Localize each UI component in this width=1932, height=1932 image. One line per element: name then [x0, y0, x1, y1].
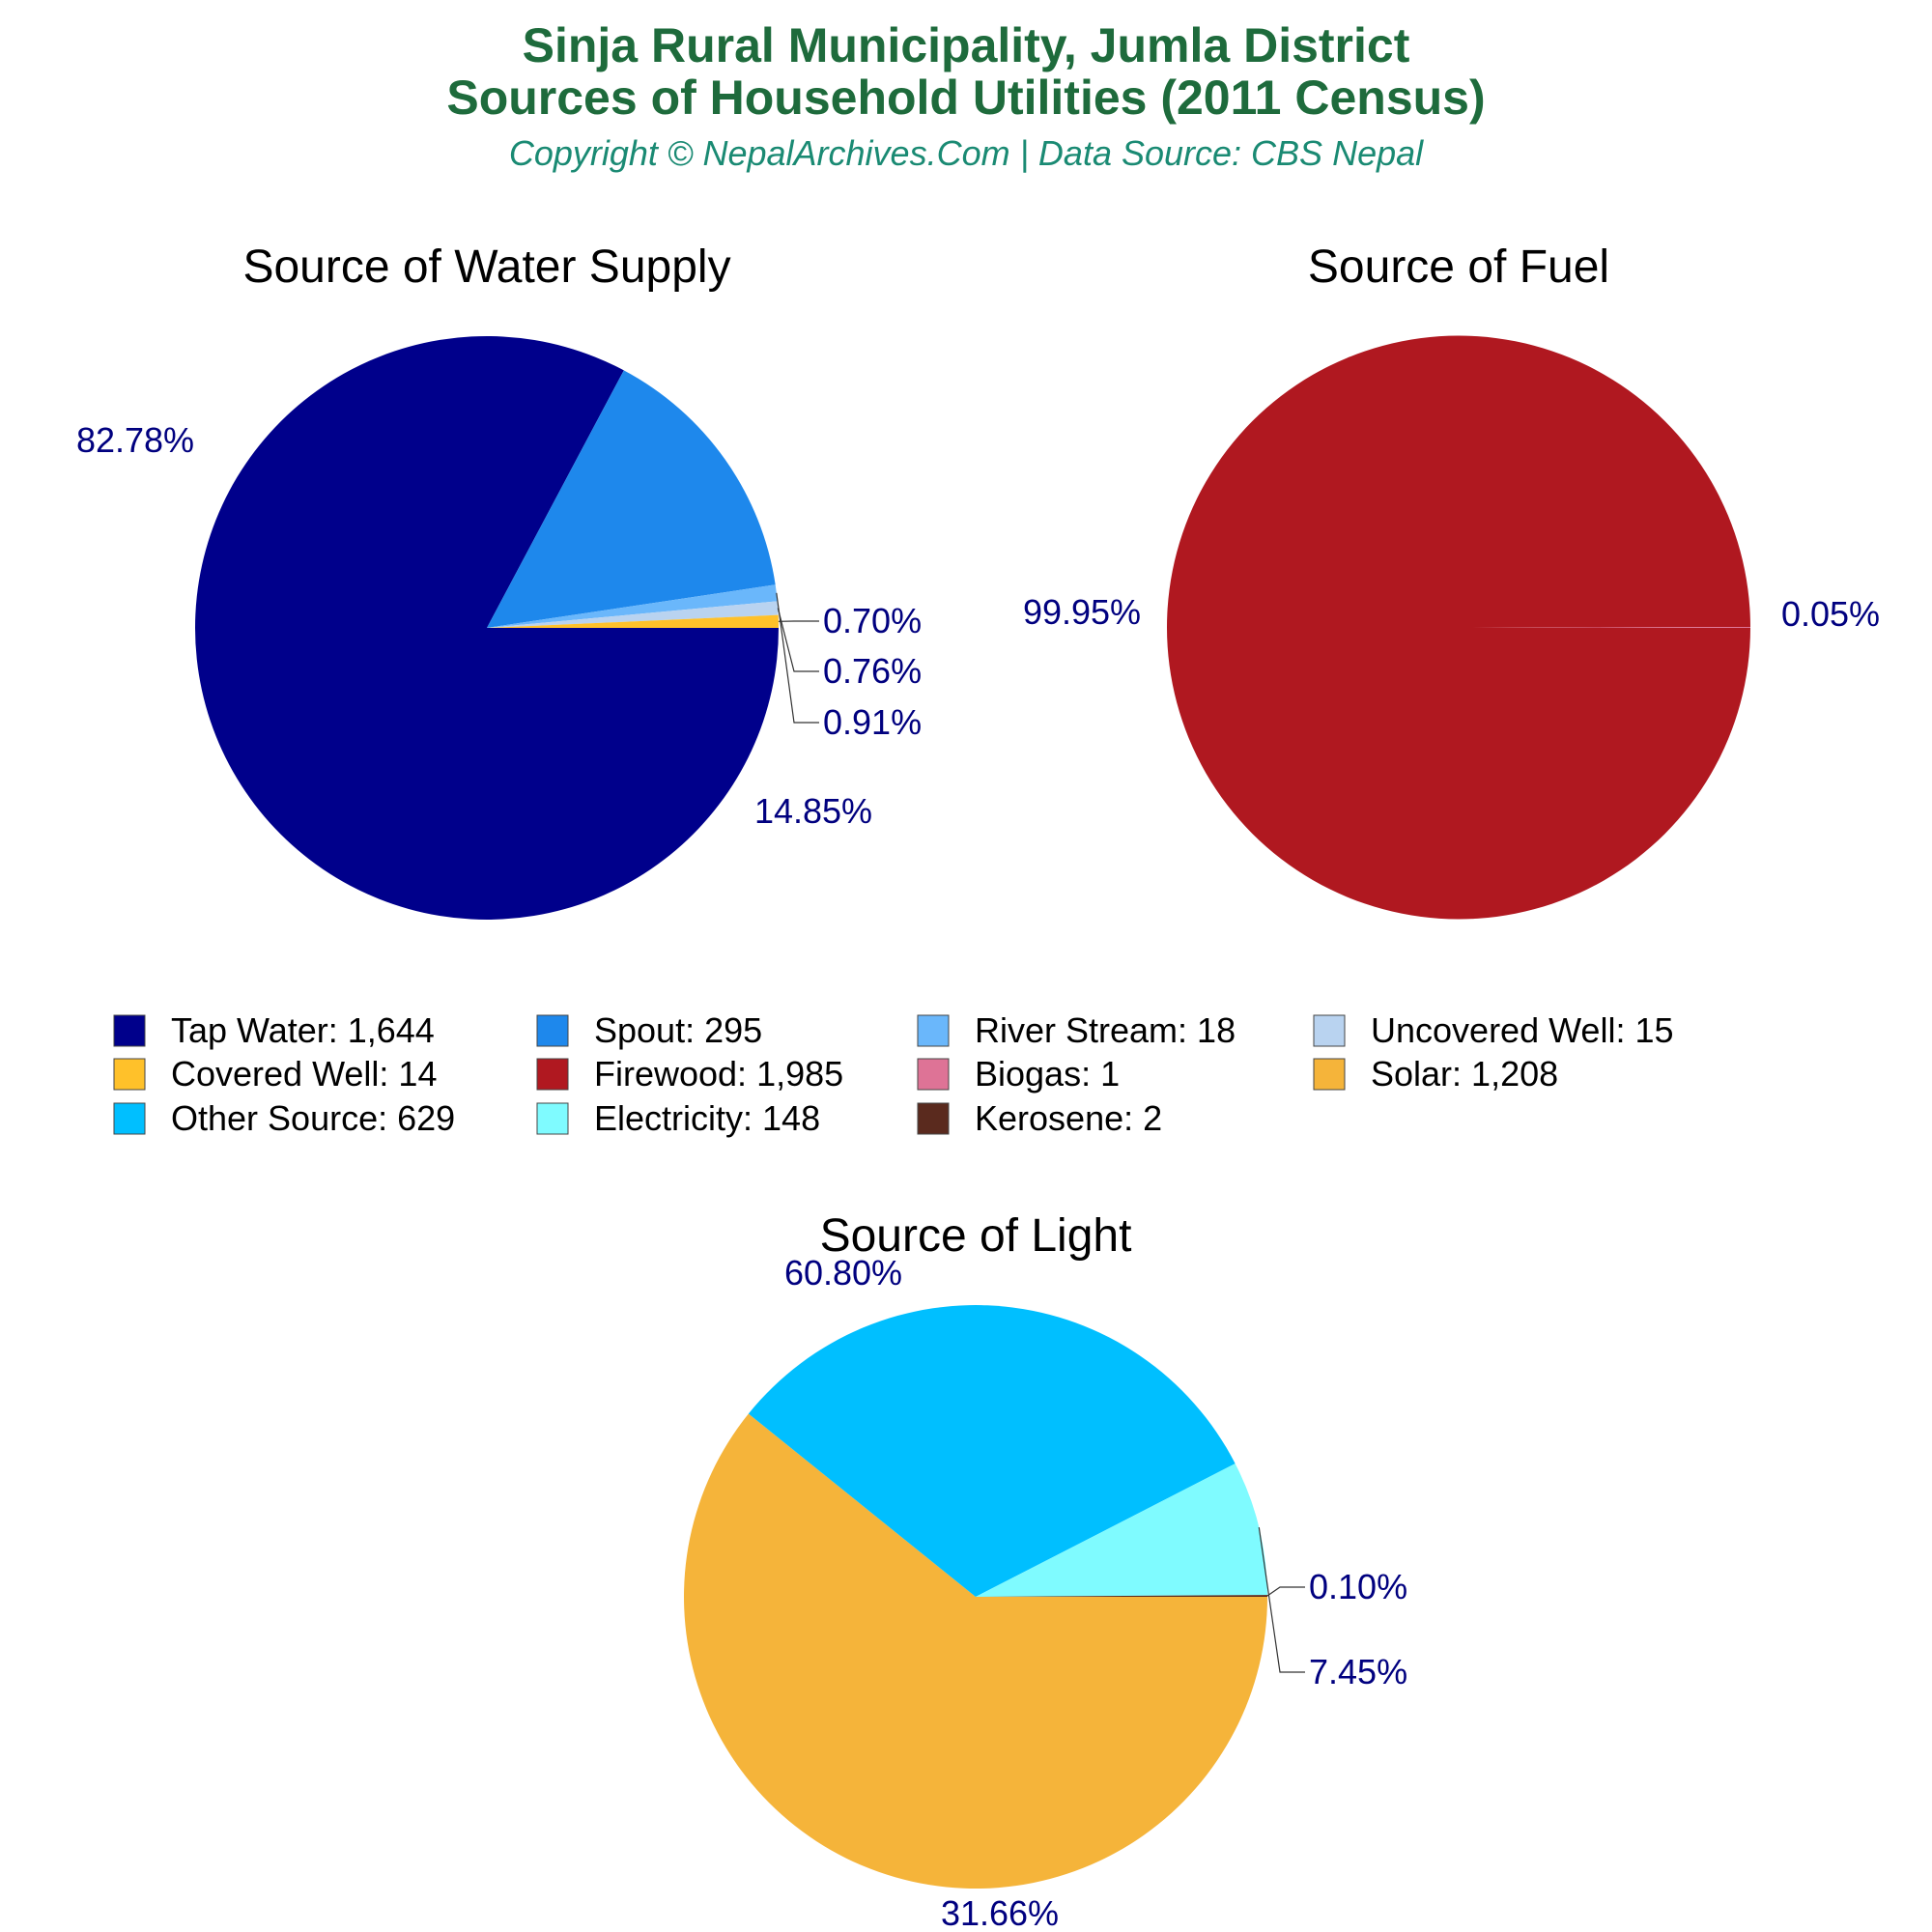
leader-line-electricity — [1258, 1527, 1305, 1673]
pct-label-spout: 14.85% — [754, 791, 872, 831]
pie-slice-spout — [487, 370, 776, 628]
legend-swatch-kerosene — [917, 1102, 950, 1135]
pie-slice-firewood — [1167, 335, 1750, 920]
pct-label-covered-well: 0.70% — [823, 601, 922, 640]
legend-label-tap-water: Tap Water: 1,644 — [171, 1010, 435, 1050]
legend-label-kerosene: Kerosene: 2 — [975, 1098, 1162, 1138]
pie-slice-river-stream — [487, 584, 778, 628]
leader-line-kerosene — [1266, 1586, 1305, 1597]
pie-slice-electricity — [976, 1463, 1267, 1597]
legend-swatch-biogas — [917, 1058, 950, 1091]
pct-label-river-stream: 0.91% — [823, 702, 922, 742]
legend-swatch-spout — [536, 1014, 569, 1047]
pct-label-biogas: 0.05% — [1781, 594, 1880, 634]
legend-label-covered-well: Covered Well: 14 — [171, 1054, 437, 1094]
pct-label-solar: 60.80% — [784, 1253, 902, 1293]
legend-swatch-solar — [1313, 1058, 1346, 1091]
legend-swatch-firewood — [536, 1058, 569, 1091]
pct-label-electricity: 7.45% — [1309, 1652, 1407, 1691]
legend-label-spout: Spout: 295 — [594, 1010, 762, 1050]
pie-slice-tap-water — [195, 335, 780, 920]
legend-swatch-uncovered-well — [1313, 1014, 1346, 1047]
leader-line-river-stream — [776, 592, 819, 724]
pie-slice-biogas — [1459, 627, 1751, 628]
legend-swatch-electricity — [536, 1102, 569, 1135]
pie-slice-kerosene — [976, 1595, 1267, 1597]
pie-title: Source of Fuel — [1308, 242, 1609, 293]
chart-title-line1: Sinja Rural Municipality, Jumla District — [522, 18, 1410, 72]
pct-label-uncovered-well: 0.76% — [823, 651, 922, 691]
legend-label-river-stream: River Stream: 18 — [975, 1010, 1236, 1050]
legend-label-uncovered-well: Uncovered Well: 15 — [1371, 1010, 1674, 1050]
pie-slice-solar — [683, 1413, 1267, 1889]
legend-label-biogas: Biogas: 1 — [975, 1054, 1120, 1094]
pie-title: Source of Light — [820, 1210, 1132, 1262]
pie-slice-uncovered-well — [487, 601, 779, 628]
legend-label-solar: Solar: 1,208 — [1371, 1054, 1558, 1094]
legend-swatch-river-stream — [917, 1014, 950, 1047]
legend-swatch-tap-water — [113, 1014, 146, 1047]
pct-label-tap-water: 82.78% — [76, 420, 194, 460]
legend-label-firewood: Firewood: 1,985 — [594, 1054, 843, 1094]
legend-swatch-other-source — [113, 1102, 146, 1135]
chart-title-line2: Sources of Household Utilities (2011 Cen… — [446, 71, 1486, 125]
legend-label-other-source: Other Source: 629 — [171, 1098, 455, 1138]
pct-label-other-source: 31.66% — [941, 1893, 1059, 1932]
pie-slice-other-source — [748, 1305, 1236, 1597]
pct-label-kerosene: 0.10% — [1309, 1567, 1407, 1606]
pie-slice-covered-well — [487, 614, 779, 628]
leader-line-uncovered-well — [777, 608, 819, 672]
chart-subtitle: Copyright © NepalArchives.Com | Data Sou… — [508, 133, 1424, 173]
pct-label-firewood: 99.95% — [1023, 592, 1141, 632]
legend-swatch-covered-well — [113, 1058, 146, 1091]
legend-label-electricity: Electricity: 148 — [594, 1098, 820, 1138]
pie-title: Source of Water Supply — [242, 242, 730, 293]
